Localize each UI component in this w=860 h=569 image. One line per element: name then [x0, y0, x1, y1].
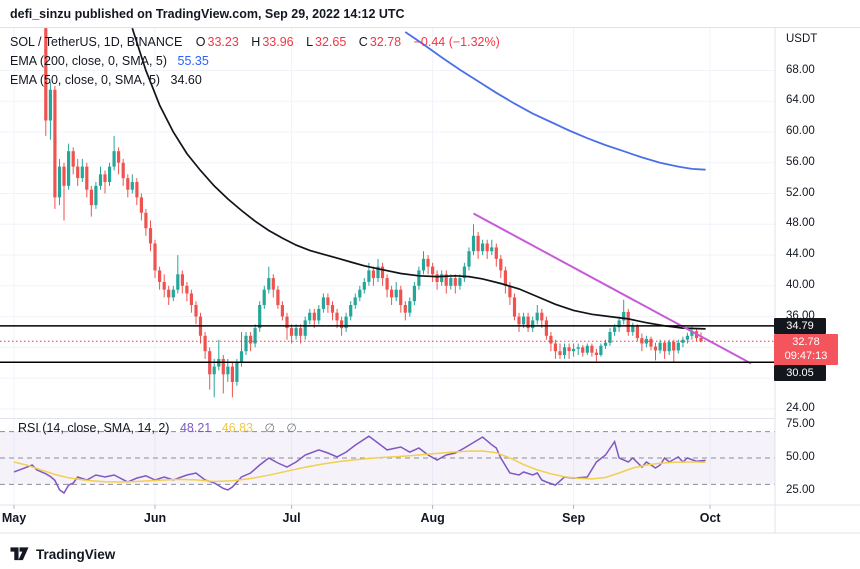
- ohlc-close: C 32.78: [359, 35, 401, 49]
- time-axis-label: Jun: [143, 511, 167, 525]
- ohlc-low: L 32.65: [306, 35, 346, 49]
- price-tick-label: 60.00: [786, 125, 815, 138]
- ohlc-open: O 33.23: [196, 35, 239, 49]
- ema50-label: EMA (50, close, 0, SMA, 5): [10, 73, 161, 87]
- price-tick-label: 24.00: [786, 401, 815, 414]
- price-tick-label: 68.00: [786, 63, 815, 76]
- brand-name[interactable]: TradingView: [36, 546, 116, 562]
- price-tick-label: 52.00: [786, 186, 815, 199]
- rsi-lower-band-empty: ∅: [286, 421, 297, 435]
- price-level-badge: 34.79: [774, 317, 826, 334]
- high-label: H: [251, 35, 261, 49]
- currency-label: USDT: [786, 33, 818, 45]
- ema200-value: 55.35: [177, 54, 209, 68]
- brand-footer: TradingView: [10, 543, 115, 565]
- open-value: 33.23: [207, 35, 239, 49]
- rsi-ma-value: 46.83: [221, 421, 253, 435]
- rsi-legend-row[interactable]: RSI (14, close, SMA, 14, 2) 48.21 46.83 …: [18, 421, 297, 435]
- time-axis-label: Sep: [562, 511, 586, 525]
- time-axis-label: Aug: [420, 511, 445, 525]
- ema50-value: 34.60: [170, 73, 202, 87]
- rsi-tick-label: 50.00: [786, 451, 815, 463]
- time-axis[interactable]: May Jun Jul Aug Sep Oct: [0, 505, 775, 533]
- tradingview-logo-icon[interactable]: [10, 546, 29, 562]
- rsi-upper-band-empty: ∅: [264, 421, 275, 435]
- low-value: 32.65: [315, 35, 347, 49]
- price-level-badge: 30.05: [774, 365, 826, 382]
- close-label: C: [358, 35, 368, 49]
- rsi-label: RSI (14, close, SMA, 14, 2): [18, 421, 170, 435]
- ema200-label: EMA (200, close, 0, SMA, 5): [10, 54, 168, 68]
- ohlc-high: H 33.96: [251, 35, 293, 49]
- chart-legend: SOL / TetherUS, 1D, BINANCE O 33.23 H 33.9…: [10, 33, 500, 90]
- high-value: 33.96: [262, 35, 294, 49]
- close-value: 32.78: [369, 35, 402, 49]
- rsi-tick-label: 25.00: [786, 484, 815, 496]
- price-tick-label: 56.00: [786, 155, 815, 168]
- time-axis-label: Jul: [282, 511, 301, 525]
- rsi-tick-label: 75.00: [786, 418, 815, 430]
- open-label: O: [195, 35, 206, 49]
- price-axis[interactable]: USDT 68.00 64.00 60.00 56.00 52.00 48.00 44.00…: [774, 28, 860, 533]
- rsi-value: 48.21: [179, 421, 212, 435]
- attribution-header: defi_sinzu published on TradingView.com,…: [10, 7, 405, 21]
- change-value: −0.44 (−1.32%): [413, 35, 500, 49]
- price-tick-label: 40.00: [786, 278, 815, 291]
- time-axis-label: May: [1, 511, 27, 525]
- ema200-legend-row[interactable]: EMA (200, close, 0, SMA, 5) 55.35: [10, 52, 500, 71]
- price-tick-label: 48.00: [786, 217, 815, 230]
- price-tick-label: 64.00: [786, 94, 815, 107]
- symbol-legend-row[interactable]: SOL / TetherUS, 1D, BINANCE O 33.23 H 33.9…: [10, 33, 500, 52]
- low-label: L: [306, 35, 314, 49]
- ema50-legend-row[interactable]: EMA (50, close, 0, SMA, 5) 34.60: [10, 71, 500, 90]
- symbol-title: SOL / TetherUS, 1D, BINANCE: [10, 35, 183, 49]
- time-axis-label: Oct: [699, 511, 721, 525]
- price-tick-label: 44.00: [786, 248, 815, 261]
- last-price-badge: 32.78 09:47:13: [774, 334, 838, 366]
